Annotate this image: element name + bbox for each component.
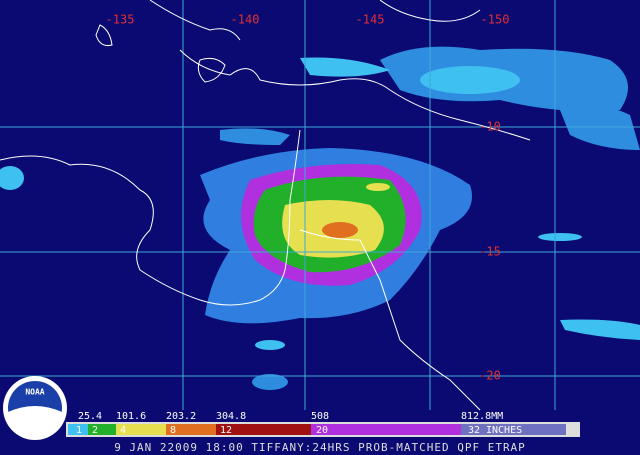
- caption: 9 JAN 22009 18:00 TIFFANY:24HRS PROB-MAT…: [114, 441, 526, 454]
- inch-label: 20: [316, 425, 328, 436]
- unit-label: INCHES: [486, 425, 522, 436]
- inch-label: 12: [220, 425, 232, 436]
- inch-label: 2: [92, 425, 98, 436]
- inch-label: 8: [170, 425, 176, 436]
- mm-label: 812.8MM: [461, 411, 503, 422]
- longitude-label: -140: [231, 13, 260, 27]
- logo-text: NOAA: [25, 388, 44, 397]
- color-scale: [66, 422, 580, 437]
- latitude-label: -15: [479, 245, 501, 259]
- latitude-label: -10: [479, 120, 501, 134]
- mm-label: 101.6: [116, 411, 146, 422]
- mm-label: 203.2: [166, 411, 196, 422]
- longitude-label: -135: [106, 13, 135, 27]
- mm-label: 25.4: [78, 411, 102, 422]
- rain-field: [0, 46, 640, 390]
- inch-label: 1: [76, 425, 82, 436]
- graticule: [0, 0, 640, 410]
- inch-label: 32: [468, 425, 480, 436]
- coastline: [0, 0, 531, 411]
- longitude-label: -150: [481, 13, 510, 27]
- noaa-logo: NOAA: [3, 376, 67, 440]
- longitude-label: -145: [356, 13, 385, 27]
- mm-label: 508: [311, 411, 329, 422]
- latitude-label: -20: [479, 369, 501, 383]
- mm-label: 304.8: [216, 411, 246, 422]
- inch-label: 4: [120, 425, 126, 436]
